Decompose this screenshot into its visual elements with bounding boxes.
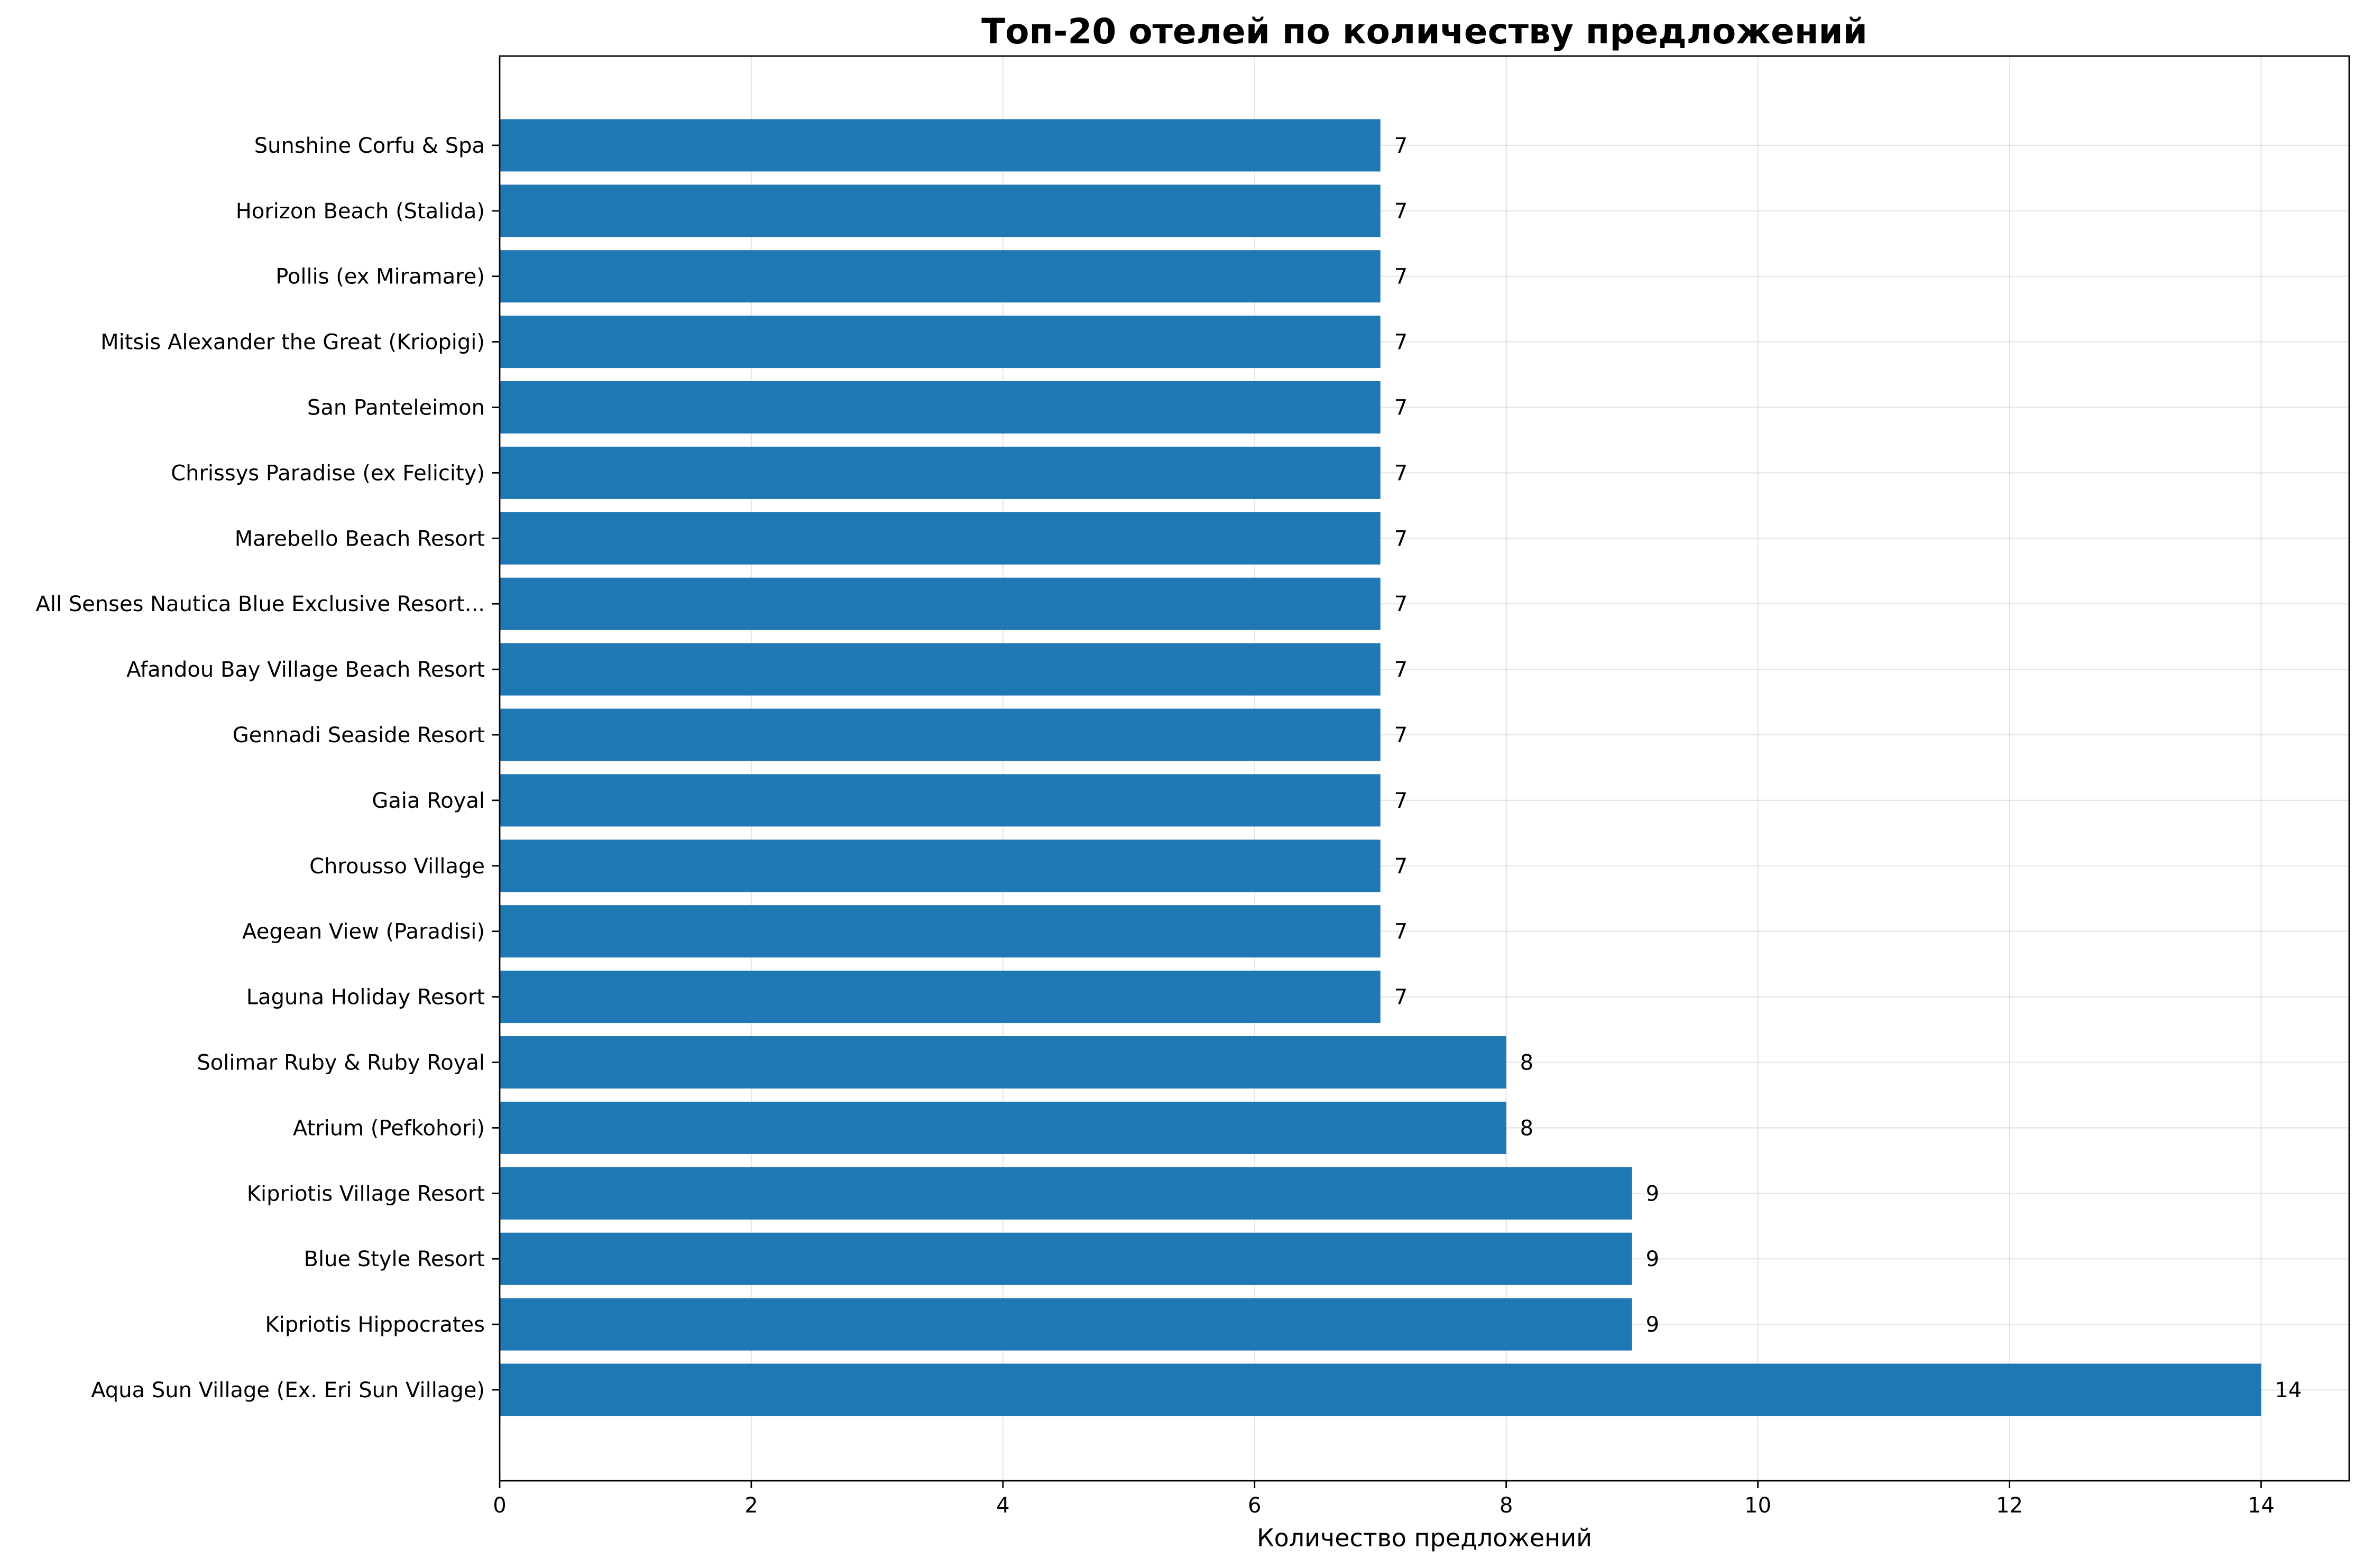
category-label: Blue Style Resort xyxy=(304,1247,485,1271)
category-label: Chrousso Village xyxy=(309,854,485,879)
category-label: Mitsis Alexander the Great (Kriopigi) xyxy=(100,330,485,355)
category-label: Sunshine Corfu & Spa xyxy=(254,134,485,158)
category-label: Afandou Bay Village Beach Resort xyxy=(126,658,485,682)
category-label: Atrium (Pefkohori) xyxy=(293,1116,485,1140)
category-label: Aqua Sun Village (Ex. Eri Sun Village) xyxy=(91,1378,485,1403)
bar-value-label: 7 xyxy=(1394,265,1408,289)
x-tick-label: 12 xyxy=(1996,1493,2023,1518)
bar-value-label: 7 xyxy=(1394,658,1408,682)
x-tick-label: 0 xyxy=(493,1493,506,1518)
category-label: Kipriotis Hippocrates xyxy=(265,1313,485,1337)
category-label: Chrissys Paradise (ex Felicity) xyxy=(171,461,485,485)
bar-value-label: 7 xyxy=(1394,199,1408,224)
bar-value-label: 7 xyxy=(1394,461,1408,485)
bar xyxy=(500,840,1381,892)
category-label: Marebello Beach Resort xyxy=(235,527,485,551)
bar xyxy=(500,1167,1632,1220)
x-tick-label: 10 xyxy=(1744,1493,1771,1518)
bar-value-label: 7 xyxy=(1394,854,1408,879)
bar xyxy=(500,185,1381,237)
chart-title: Топ-20 отелей по количеству предложений xyxy=(981,11,1868,52)
bar xyxy=(500,250,1381,303)
x-tick-label: 2 xyxy=(744,1493,758,1518)
category-label: Horizon Beach (Stalida) xyxy=(236,199,485,224)
category-label: Gaia Royal xyxy=(372,789,485,813)
category-label: Solimar Ruby & Ruby Royal xyxy=(197,1051,485,1075)
category-label: Gennadi Seaside Resort xyxy=(233,723,485,748)
bar xyxy=(500,905,1381,958)
y-axis-ticks: Aqua Sun Village (Ex. Eri Sun Village) Ki… xyxy=(35,134,500,1403)
bar-value-label: 7 xyxy=(1394,592,1408,616)
data-labels: 14 9 9 9 8 8 7 7 7 7 7 7 7 7 7 7 7 7 7 7 xyxy=(1394,134,2302,1403)
category-label: All Senses Nautica Blue Exclusive Resort… xyxy=(35,592,485,616)
bar xyxy=(500,381,1381,433)
bar xyxy=(500,1298,1632,1351)
category-label: Kipriotis Village Resort xyxy=(247,1182,485,1206)
bar xyxy=(500,512,1381,565)
category-label: San Panteleimon xyxy=(307,396,485,420)
bar-value-label: 7 xyxy=(1394,789,1408,813)
axes-frame xyxy=(499,55,2350,1482)
bar-value-label: 7 xyxy=(1394,134,1408,158)
bar-value-label: 7 xyxy=(1394,920,1408,944)
bar xyxy=(500,643,1381,696)
category-label: Pollis (ex Miramare) xyxy=(275,265,485,289)
bar xyxy=(500,119,1381,172)
bar xyxy=(500,316,1381,368)
x-tick-label: 4 xyxy=(996,1493,1009,1518)
x-axis-ticks: 0 2 4 6 8 10 12 14 xyxy=(493,1481,2275,1518)
bar-value-label: 7 xyxy=(1394,723,1408,748)
x-tick-label: 6 xyxy=(1248,1493,1261,1518)
bar-value-label: 9 xyxy=(1646,1182,1659,1206)
bar-value-label: 8 xyxy=(1520,1116,1533,1140)
bar xyxy=(500,446,1381,499)
bar-value-label: 7 xyxy=(1394,330,1408,355)
x-tick-label: 8 xyxy=(1500,1493,1513,1518)
x-axis-label: Количество предложений xyxy=(1257,1524,1592,1552)
bar-value-label: 14 xyxy=(2275,1378,2302,1403)
bar-value-label: 7 xyxy=(1394,396,1408,420)
bars xyxy=(500,119,2261,1416)
bar-value-label: 9 xyxy=(1646,1247,1659,1271)
bar xyxy=(500,1036,1506,1089)
bar xyxy=(500,774,1381,827)
bar xyxy=(500,1232,1632,1285)
category-label: Aegean View (Paradisi) xyxy=(242,920,485,944)
category-label: Laguna Holiday Resort xyxy=(246,985,485,1010)
bar-value-label: 9 xyxy=(1646,1313,1659,1337)
bar xyxy=(500,708,1381,761)
bar-value-label: 7 xyxy=(1394,985,1408,1010)
bar xyxy=(500,577,1381,630)
bar xyxy=(500,1101,1506,1154)
bar xyxy=(500,971,1381,1023)
bar-value-label: 7 xyxy=(1394,527,1408,551)
bar-value-label: 8 xyxy=(1520,1051,1533,1075)
bar xyxy=(500,1363,2261,1416)
x-tick-label: 14 xyxy=(2248,1493,2275,1518)
